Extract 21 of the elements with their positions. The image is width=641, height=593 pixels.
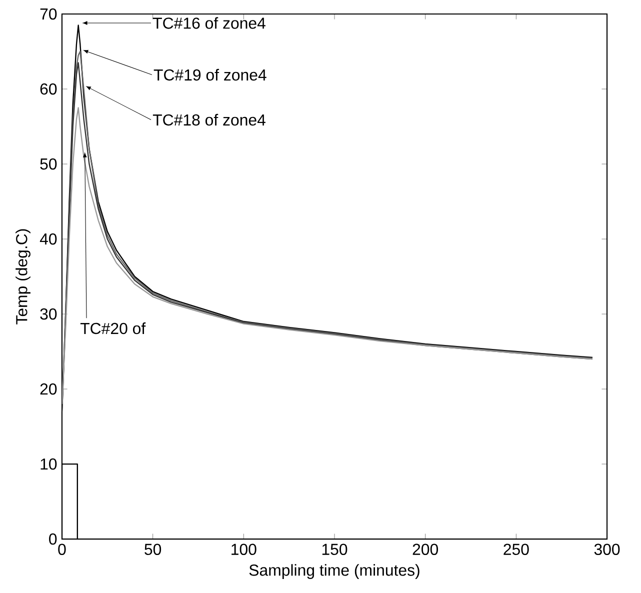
y-tick-label: 10 <box>40 458 57 470</box>
x-axis-title: Sampling time (minutes) <box>249 564 420 579</box>
x-tick-label: 50 <box>144 544 162 556</box>
x-tick-label: 150 <box>322 544 348 556</box>
y-tick-label: 0 <box>49 533 57 545</box>
annotation: TC#20 of <box>80 322 146 334</box>
y-axis-title: Temp (deg.C) <box>16 229 30 324</box>
y-tick-label: 70 <box>40 8 57 20</box>
annotation: TC#16 of zone4 <box>152 17 266 29</box>
y-tick-label: 30 <box>40 308 57 320</box>
y-tick-label: 40 <box>40 233 57 245</box>
x-tick-label: 300 <box>594 544 620 556</box>
x-tick-label: 250 <box>504 544 529 556</box>
y-tick-label: 50 <box>40 158 57 170</box>
x-tick-label: 0 <box>58 544 66 556</box>
x-tick-label: 200 <box>412 544 438 556</box>
y-tick-label: 60 <box>40 83 57 95</box>
annotation: TC#18 of zone4 <box>152 114 266 126</box>
y-tick-label: 20 <box>40 383 57 395</box>
x-tick-label: 100 <box>232 544 256 556</box>
annotation: TC#19 of zone4 <box>154 68 266 81</box>
